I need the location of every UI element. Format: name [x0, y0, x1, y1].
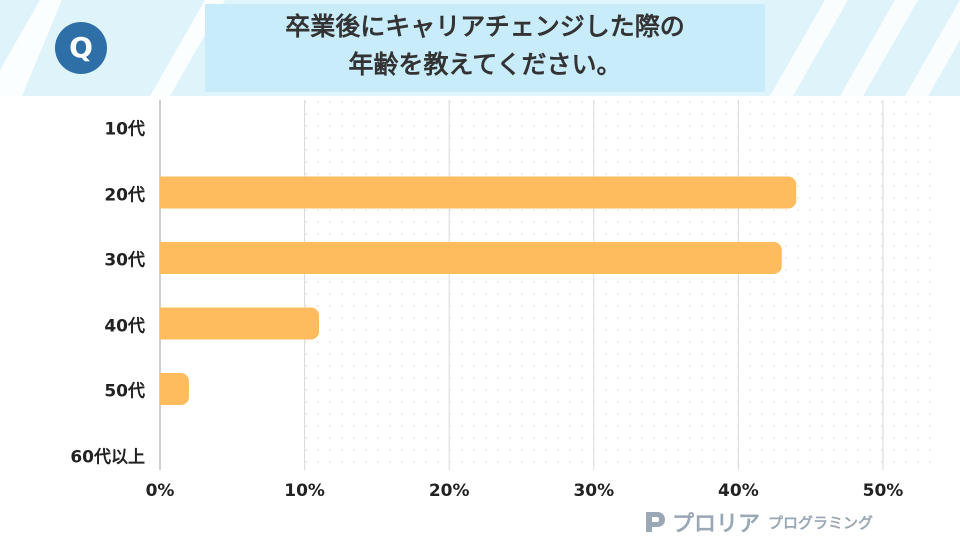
category-label: 40代: [104, 316, 145, 336]
bar-left-edge: [160, 373, 170, 405]
bar-left-edge: [160, 307, 170, 340]
header-banner: Q 卒業後にキャリアチェンジした際の 年齢を教えてください。: [0, 0, 960, 96]
question-badge: Q: [55, 22, 107, 74]
bar-20代: [160, 176, 797, 209]
logo-name: プロリア: [672, 512, 761, 537]
title-line-2: 年齢を教えてください。: [348, 50, 622, 79]
category-label: 30代: [104, 250, 145, 271]
x-tick-label: 20%: [428, 481, 470, 501]
x-tick-label: 50%: [862, 481, 904, 501]
bar-chart: [159, 100, 936, 470]
bar-30代: [160, 242, 782, 274]
brand-logo: プロリア プログラミング: [642, 508, 874, 537]
bar-left-edge: [160, 242, 170, 274]
x-tick-label: 30%: [573, 481, 615, 501]
category-label: 60代以上: [70, 447, 145, 467]
logo-subtitle: プログラミング: [768, 513, 874, 532]
title-line-1: 卒業後にキャリアチェンジした際の: [285, 12, 685, 41]
category-label: 20代: [104, 185, 145, 205]
header-stripes: [0, 0, 960, 96]
category-label: 50代: [104, 381, 145, 402]
x-tick-label: 40%: [718, 481, 759, 501]
chart-title: 卒業後にキャリアチェンジした際の 年齢を教えてください。: [205, 8, 765, 84]
bar-40代: [160, 307, 320, 340]
title-box: [205, 4, 765, 92]
bar-left-edge: [160, 176, 170, 209]
x-tick-label: 10%: [284, 481, 325, 501]
plot-background: [304, 100, 936, 470]
category-label: 10代: [104, 119, 145, 140]
logo-mark-icon: [646, 512, 665, 532]
x-tick-label: 0%: [145, 481, 175, 501]
